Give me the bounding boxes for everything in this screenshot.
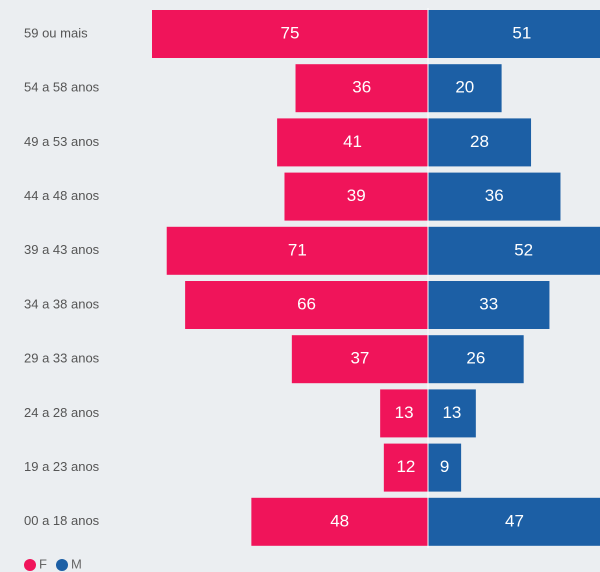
bar bbox=[185, 281, 428, 329]
bar bbox=[428, 335, 524, 384]
bar bbox=[295, 64, 428, 113]
value-label: 9 bbox=[440, 457, 449, 476]
value-label: 75 bbox=[281, 23, 300, 42]
bar bbox=[428, 118, 532, 167]
value-label: 36 bbox=[485, 186, 504, 205]
bar bbox=[277, 118, 428, 167]
category-label: 24 a 28 anos bbox=[24, 405, 100, 420]
value-label: 26 bbox=[466, 349, 485, 368]
value-label: 48 bbox=[330, 511, 349, 530]
value-label: 39 bbox=[347, 186, 366, 205]
bar bbox=[428, 389, 476, 438]
bar bbox=[152, 10, 428, 58]
value-label: 36 bbox=[352, 78, 371, 97]
bar bbox=[428, 497, 600, 546]
value-label: 47 bbox=[505, 511, 524, 530]
bar bbox=[428, 64, 502, 113]
value-label: 51 bbox=[512, 23, 531, 42]
bar bbox=[380, 389, 428, 438]
bar bbox=[166, 226, 428, 275]
bar bbox=[383, 443, 428, 492]
legend-marker bbox=[24, 559, 36, 571]
value-label: 66 bbox=[297, 294, 316, 313]
category-label: 19 a 23 anos bbox=[24, 459, 100, 474]
bar bbox=[428, 226, 600, 275]
value-label: 12 bbox=[396, 457, 415, 476]
bar bbox=[428, 10, 600, 58]
legend-marker bbox=[56, 559, 68, 571]
value-label: 13 bbox=[442, 403, 461, 422]
category-label: 00 a 18 anos bbox=[24, 513, 100, 528]
legend-label: F bbox=[39, 556, 47, 571]
value-label: 41 bbox=[343, 132, 362, 151]
bar bbox=[428, 281, 550, 329]
category-label: 54 a 58 anos bbox=[24, 80, 100, 95]
category-label: 49 a 53 anos bbox=[24, 134, 100, 149]
category-label: 34 a 38 anos bbox=[24, 296, 100, 311]
bar bbox=[428, 443, 462, 492]
value-label: 37 bbox=[350, 349, 369, 368]
value-label: 13 bbox=[395, 403, 414, 422]
bar bbox=[284, 172, 428, 221]
category-label: 44 a 48 anos bbox=[24, 188, 100, 203]
bar bbox=[291, 335, 428, 384]
value-label: 52 bbox=[514, 240, 533, 259]
category-label: 39 a 43 anos bbox=[24, 242, 100, 257]
value-label: 20 bbox=[455, 78, 474, 97]
bar bbox=[428, 172, 561, 221]
bar bbox=[251, 497, 428, 546]
value-label: 33 bbox=[479, 294, 498, 313]
category-label: 59 ou mais bbox=[24, 25, 88, 40]
category-label: 29 a 33 anos bbox=[24, 351, 100, 366]
value-label: 28 bbox=[470, 132, 489, 151]
value-label: 71 bbox=[288, 240, 307, 259]
legend-label: M bbox=[71, 556, 82, 571]
